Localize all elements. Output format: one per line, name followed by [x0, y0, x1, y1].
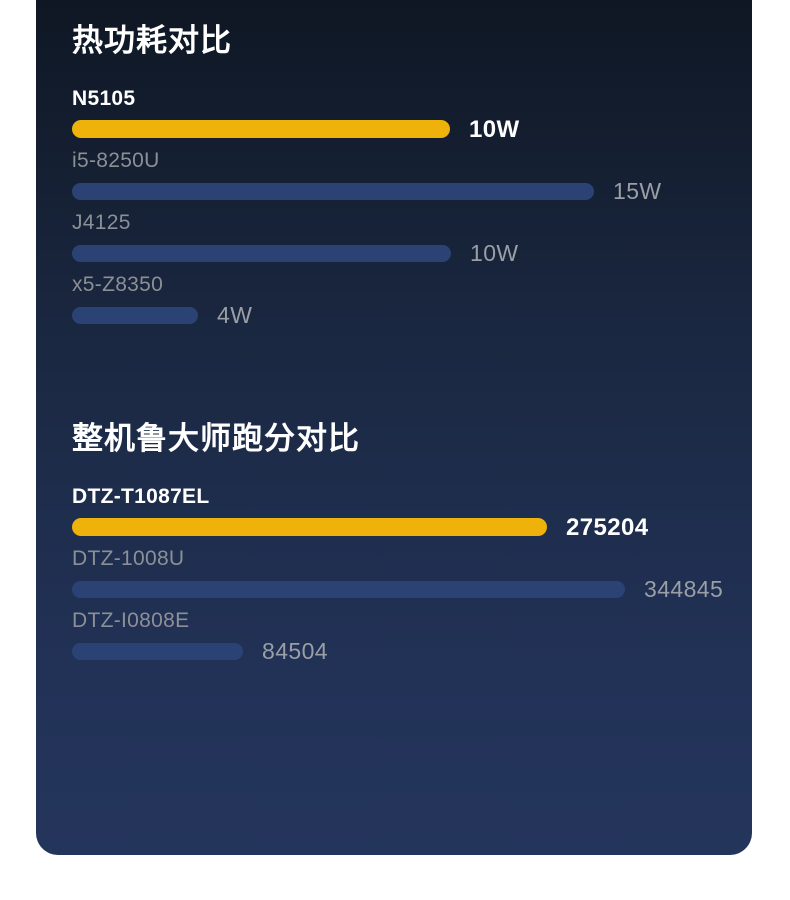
bar-fill-n5105	[72, 120, 450, 138]
bar-label-n5105: N5105	[72, 87, 136, 110]
bar-row-dtz-i0808e: DTZ-I0808E 84504	[72, 608, 752, 670]
bar-fill-i5-8250u	[72, 182, 594, 200]
bar-row-i5-8250u: i5-8250U 15W	[72, 148, 752, 210]
bar-line-dtz-t1087el: 275204	[72, 513, 752, 541]
bar-label-x5-z8350: x5-Z8350	[72, 273, 164, 296]
bar-label-dtz-1008u: DTZ-1008U	[72, 547, 185, 570]
section-title-benchmark: 整机鲁大师跑分对比	[72, 421, 360, 457]
power-bar-list: N5105 10W i5-8250U 15W J4125	[36, 86, 752, 334]
bar-label-dtz-i0808e: DTZ-I0808E	[72, 609, 190, 632]
bar-line-dtz-1008u: 344845	[72, 575, 752, 602]
section-power-comparison: 热功耗对比 N5105 10W i5-8250U 15W	[36, 14, 752, 334]
bar-line-i5-8250u: 15W	[72, 177, 752, 204]
bar-line-dtz-i0808e: 84504	[72, 637, 752, 664]
bar-line-j4125: 10W	[72, 239, 752, 266]
bar-line-n5105: 10W	[72, 115, 752, 143]
bar-label-i5-8250u: i5-8250U	[72, 149, 160, 172]
bar-fill-x5-z8350	[72, 306, 198, 324]
bar-value-dtz-1008u: 344845	[644, 575, 724, 602]
bar-row-j4125: J4125 10W	[72, 210, 752, 272]
bar-row-dtz-1008u: DTZ-1008U 344845	[72, 546, 752, 608]
comparison-card: 热功耗对比 N5105 10W i5-8250U 15W	[36, 0, 752, 855]
bar-fill-j4125	[72, 244, 451, 262]
section-benchmark-comparison: 整机鲁大师跑分对比 DTZ-T1087EL 275204 DTZ-1008U 3…	[36, 412, 752, 670]
bar-value-i5-8250u: 15W	[613, 177, 662, 204]
bar-value-n5105: 10W	[469, 115, 520, 143]
bar-row-dtz-t1087el: DTZ-T1087EL 275204	[72, 484, 752, 546]
bar-row-n5105: N5105 10W	[72, 86, 752, 148]
bar-value-x5-z8350: 4W	[217, 301, 253, 328]
bar-row-x5-z8350: x5-Z8350 4W	[72, 272, 752, 334]
benchmark-bar-list: DTZ-T1087EL 275204 DTZ-1008U 344845 DTZ-…	[36, 484, 752, 670]
bar-label-dtz-t1087el: DTZ-T1087EL	[72, 485, 210, 508]
bar-value-dtz-t1087el: 275204	[566, 513, 649, 541]
bar-value-j4125: 10W	[470, 239, 519, 266]
bar-label-j4125: J4125	[72, 211, 131, 234]
bar-line-x5-z8350: 4W	[72, 301, 752, 328]
bar-value-dtz-i0808e: 84504	[262, 637, 328, 664]
bar-fill-dtz-t1087el	[72, 518, 547, 536]
bar-fill-dtz-1008u	[72, 580, 625, 598]
bar-fill-dtz-i0808e	[72, 642, 243, 660]
section-title-power: 热功耗对比	[72, 23, 232, 59]
